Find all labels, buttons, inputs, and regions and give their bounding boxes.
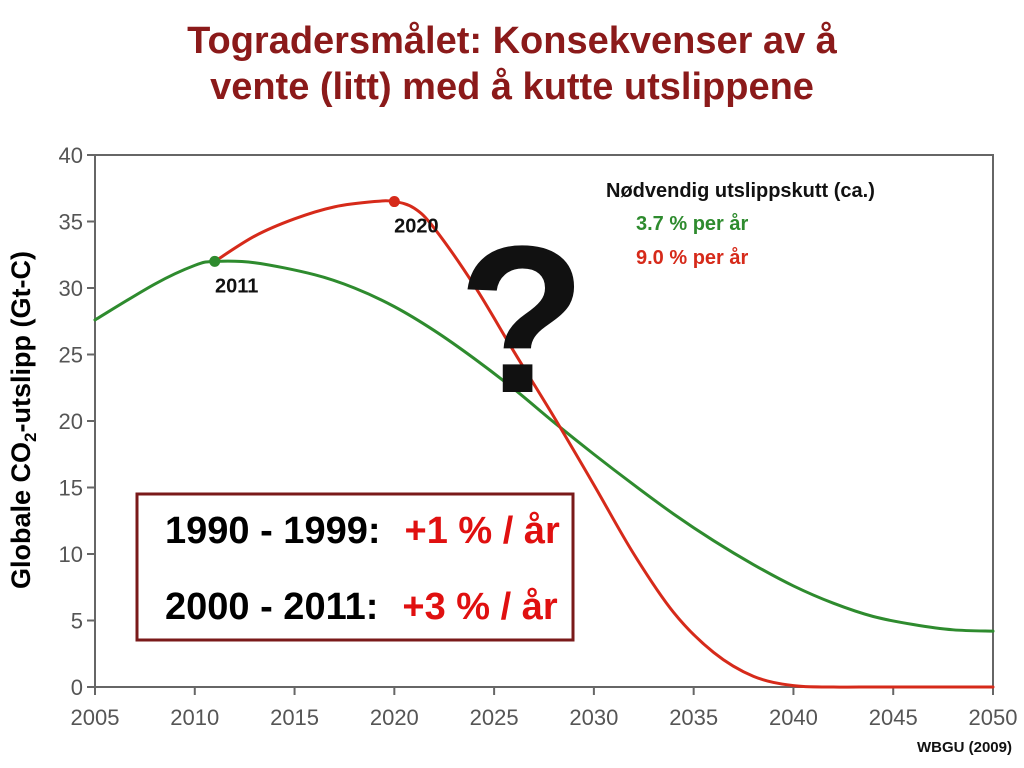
y-tick-label-40: 40 (59, 143, 83, 168)
slide-title: Togradersmålet: Konsekvenser av å vente … (0, 18, 1024, 110)
y-tick-label-15: 15 (59, 476, 83, 501)
x-tick-label-2035: 2035 (669, 705, 718, 730)
question-mark: ? (458, 202, 586, 437)
series-line-1 (213, 199, 995, 689)
y-tick-label-25: 25 (59, 343, 83, 368)
info-box-row-1-rate: +1 % / år (405, 510, 560, 552)
y-tick-label-35: 35 (59, 210, 83, 235)
x-tick-label-2025: 2025 (470, 705, 519, 730)
y-axis-label-suffix: -utslipp (Gt-C) (6, 251, 36, 432)
highlighted-points: 2011 2020 (209, 196, 439, 297)
y-axis-ticks: 0 5 10 15 20 25 30 35 40 (59, 143, 95, 700)
series-line-0 (93, 259, 995, 633)
info-box: 1990 - 1999: +1 % / år 2000 - 2011: +3 % /… (135, 492, 575, 642)
y-axis-label-prefix: Globale CO (6, 442, 36, 589)
info-box-row-1-period: 1990 - 1999: (165, 510, 381, 552)
point-marker-2011 (209, 255, 221, 267)
source-credit: WBGU (2009) (917, 739, 1012, 756)
y-axis-label: Globale CO2-utslipp (Gt-C) (6, 251, 40, 589)
legend-title: Nødvendig utslippskutt (ca.) (606, 180, 875, 202)
slide-title-line2: vente (litt) med å kutte utslippene (210, 66, 814, 108)
y-tick-label-5: 5 (71, 609, 83, 634)
y-tick-label-20: 20 (59, 409, 83, 434)
info-box-row-2-rate: +3 % / år (402, 586, 557, 628)
x-tick-label-2020: 2020 (370, 705, 419, 730)
info-box-row-2: 2000 - 2011: +3 % / år (165, 586, 558, 628)
x-tick-label-2050: 2050 (969, 705, 1018, 730)
legend-entry-red: 9.0 % per år (636, 246, 749, 269)
series-lines (93, 199, 995, 689)
info-box-row-1: 1990 - 1999: +1 % / år (165, 510, 560, 552)
point-marker-2020 (388, 196, 400, 208)
y-axis-label-subscript: 2 (21, 432, 40, 441)
point-label-2020: 2020 (394, 216, 439, 238)
x-tick-label-2030: 2030 (569, 705, 618, 730)
y-tick-label-10: 10 (59, 542, 83, 567)
x-axis-ticks: 2005 2010 2015 2020 2025 2030 2035 2040 2045 2050 (71, 687, 1018, 730)
y-tick-label-0: 0 (71, 675, 83, 700)
slide-title-line1: Togradersmålet: Konsekvenser av å (187, 20, 837, 62)
x-tick-label-2010: 2010 (170, 705, 219, 730)
legend: Nødvendig utslippskutt (ca.) 3.7 % per å… (606, 180, 875, 269)
legend-entry-green: 3.7 % per år (636, 212, 749, 235)
info-box-frame (135, 492, 575, 642)
x-tick-label-2015: 2015 (270, 705, 319, 730)
y-tick-label-30: 30 (59, 276, 83, 301)
x-tick-label-2040: 2040 (769, 705, 818, 730)
x-tick-label-2045: 2045 (869, 705, 918, 730)
info-box-row-2-period: 2000 - 2011: (165, 586, 378, 628)
point-label-2011: 2011 (215, 275, 258, 297)
x-tick-label-2005: 2005 (71, 705, 120, 730)
